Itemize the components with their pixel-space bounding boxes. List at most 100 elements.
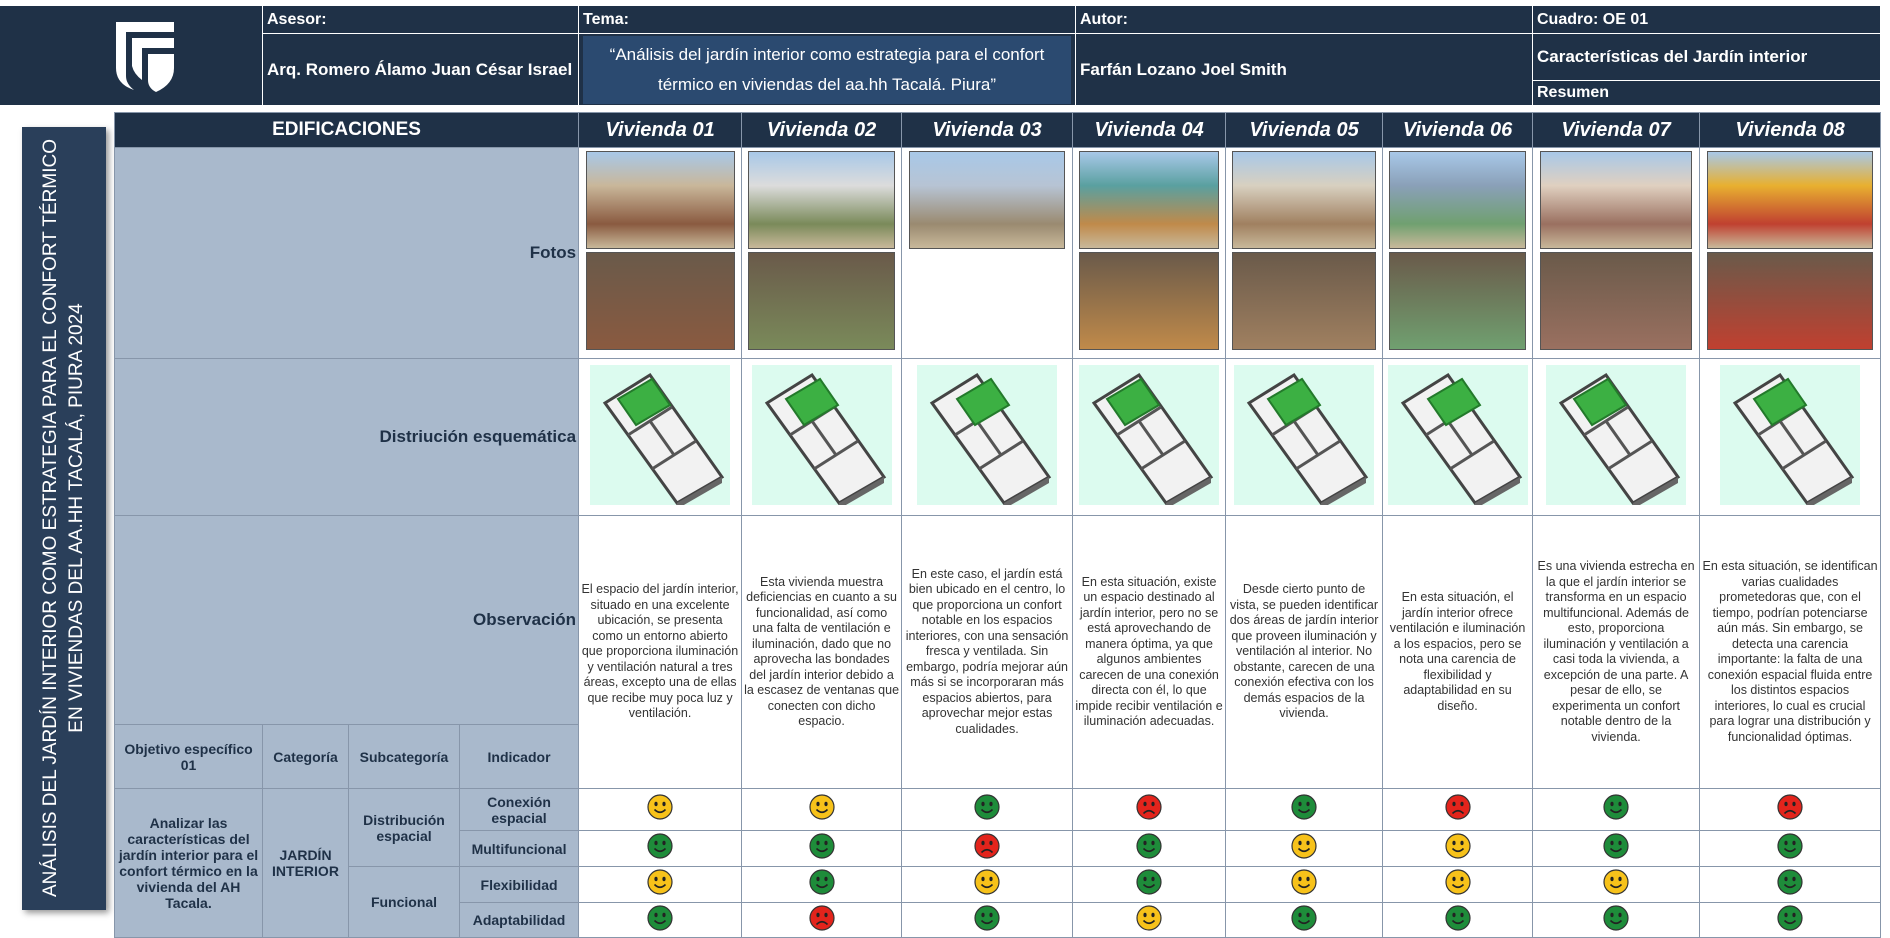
rating-face <box>808 904 835 931</box>
rating-face <box>974 869 1000 895</box>
matrix-header: Indicador <box>458 724 580 789</box>
row-label: Fotos <box>113 147 580 359</box>
rating-cell <box>1225 788 1384 831</box>
photo <box>1079 252 1219 350</box>
autor-value: Farfán Lozano Joel Smith <box>1075 34 1532 106</box>
rating-face <box>1444 833 1471 859</box>
cuadro-label: Cuadro: OE 01 <box>1532 6 1880 34</box>
table-row: Observación El espacio del jardín interio… <box>113 515 1882 789</box>
schema-cell <box>1699 358 1882 516</box>
table-row: Multifuncional <box>115 830 1882 867</box>
observation-text: El espacio del jardín interior, situado … <box>578 515 743 789</box>
rating-cell <box>1225 866 1384 903</box>
side-title: ANÁLISIS DEL JARDÍN INTERIOR COMO ESTRAT… <box>40 138 87 898</box>
rating-cell <box>1382 830 1534 867</box>
column-header: Vivienda 02 <box>741 112 903 148</box>
rating-face <box>974 904 1000 931</box>
rating-cell <box>1072 866 1227 903</box>
column-header: Vivienda 04 <box>1072 112 1227 148</box>
photo <box>908 151 1066 249</box>
rating-cell <box>901 830 1074 867</box>
observation-text: En esta situación, el jardín interior of… <box>1382 515 1534 789</box>
schema-cell <box>901 358 1074 516</box>
rating-cell <box>741 788 903 831</box>
logo <box>116 21 174 92</box>
rating-cell <box>1382 902 1534 938</box>
photo-cell <box>578 147 743 359</box>
matrix-header: Categoría <box>262 724 349 789</box>
rating-cell <box>1532 830 1701 867</box>
rating-face <box>808 833 835 859</box>
rating-cell <box>1699 830 1882 867</box>
rating-cell <box>741 830 903 867</box>
table-row: Distriución esquemática <box>113 358 1882 516</box>
rating-face <box>974 833 1000 859</box>
schema-diagram <box>1546 364 1687 509</box>
rating-cell <box>1072 902 1227 938</box>
column-header: Vivienda 07 <box>1532 112 1701 148</box>
rating-face <box>1291 869 1317 895</box>
rating-face <box>1136 833 1162 859</box>
rating-face <box>808 794 835 820</box>
rating-face <box>1444 794 1471 820</box>
rating-cell <box>1532 902 1701 938</box>
photo <box>1539 252 1693 350</box>
schema-cell <box>1072 358 1227 516</box>
photo <box>1079 151 1219 249</box>
observation-text: En esta situación, se identifican varias… <box>1699 515 1882 789</box>
subcategory: Distribución espacial <box>348 788 460 867</box>
table-row: EDIFICACIONES Vivienda 01 Vivienda 02 Vivie… <box>113 112 1882 148</box>
photo-cell <box>1699 147 1882 359</box>
observation-text: Es una vivienda estrecha en la que el ja… <box>1532 515 1701 789</box>
photo <box>1707 151 1873 249</box>
rating-face <box>1291 833 1317 859</box>
rating-cell <box>1072 830 1227 867</box>
rating-cell <box>1699 866 1882 903</box>
schema-diagram <box>751 364 892 509</box>
rating-face <box>1777 869 1803 895</box>
rating-cell <box>578 866 743 903</box>
matrix-header: Subcategoría <box>348 724 460 789</box>
rating-face <box>1444 904 1471 931</box>
column-header: Vivienda 08 <box>1699 112 1882 148</box>
schema-diagram <box>1079 364 1220 509</box>
rating-cell <box>1699 902 1882 938</box>
rating-cell <box>578 788 743 831</box>
photo <box>748 151 895 249</box>
rating-cell <box>1072 788 1227 831</box>
rating-face <box>1603 833 1629 859</box>
indicator: Adaptabilidad <box>458 902 580 938</box>
column-header: Vivienda 06 <box>1382 112 1534 148</box>
table-row: Objetivo específico 01 Categoría Subcatego… <box>114 724 1881 789</box>
tema-cell: “Análisis del jardín interior como estra… <box>578 34 1075 106</box>
schema-diagram <box>590 364 731 509</box>
column-header: Vivienda 05 <box>1225 112 1384 148</box>
side-panel: ANÁLISIS DEL JARDÍN INTERIOR COMO ESTRAT… <box>22 127 106 910</box>
observation-text: En este caso, el jardín está bien ubicad… <box>901 515 1074 789</box>
rating-cell <box>1532 866 1701 903</box>
autor-label: Autor: <box>1075 6 1532 34</box>
rating-cell <box>578 902 743 938</box>
photo-cell <box>1225 147 1384 359</box>
rating-cell <box>1225 902 1384 938</box>
table-row: Funcional Flexibilidad <box>115 866 1882 938</box>
photo <box>1232 151 1376 249</box>
subcategory: Funcional <box>348 866 460 938</box>
photo <box>585 151 735 249</box>
table-row: Adaptabilidad <box>115 902 1882 938</box>
schema-diagram <box>1234 364 1375 509</box>
rating-cell <box>578 830 743 867</box>
schema-cell <box>1532 358 1701 516</box>
rating-cell <box>1382 866 1534 903</box>
rating-cell <box>901 866 1074 903</box>
rating-face <box>1136 794 1162 820</box>
indicator: Multifuncional <box>458 830 580 867</box>
rating-face <box>647 869 673 895</box>
schema-cell <box>1225 358 1384 516</box>
photo-cell <box>1382 147 1534 359</box>
rating-face <box>1136 869 1162 895</box>
rating-face <box>1603 904 1629 931</box>
cuadro-subtitle: Resumen <box>1532 81 1880 106</box>
tema-label: Tema: <box>578 6 1075 34</box>
